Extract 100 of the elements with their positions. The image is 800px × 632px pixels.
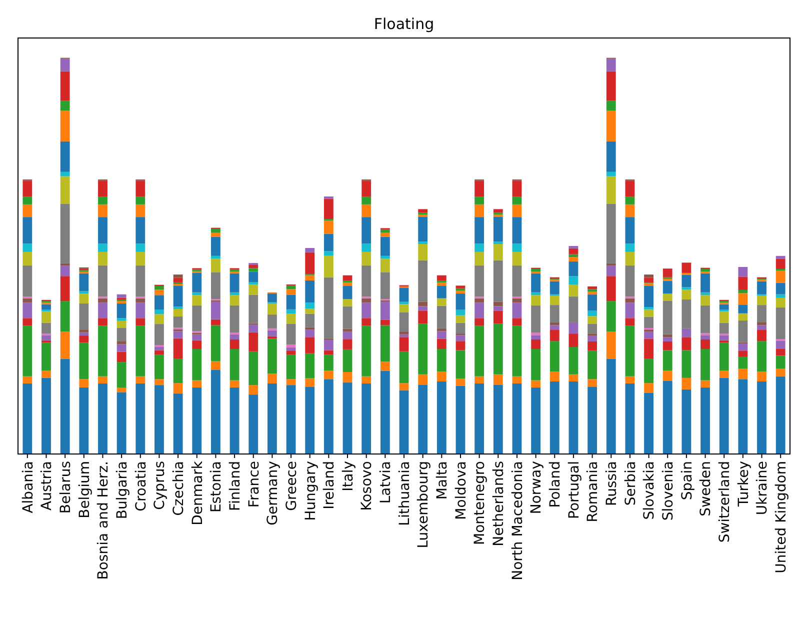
- bar: [512, 196, 522, 204]
- bar: [588, 310, 597, 316]
- bar: [136, 217, 146, 244]
- bar: [286, 354, 296, 380]
- bar: [418, 310, 428, 324]
- bar: [456, 350, 466, 379]
- bar: [60, 176, 70, 204]
- bar: [22, 244, 32, 252]
- bar: [776, 376, 786, 454]
- bar: [154, 379, 164, 386]
- bar: [493, 306, 503, 311]
- bar: [588, 350, 597, 380]
- x-tick-label: Norway: [528, 461, 545, 514]
- bar: [418, 306, 428, 311]
- bar: [286, 294, 296, 310]
- bar: [154, 350, 164, 355]
- bar: [305, 378, 315, 387]
- bar: [700, 273, 710, 292]
- x-tick-label: Moldova: [453, 461, 470, 520]
- x-tick-label: Malta: [434, 461, 451, 500]
- x-tick-label: Croatia: [133, 461, 150, 512]
- bar: [98, 376, 108, 384]
- bar: [230, 295, 240, 306]
- bar: [192, 340, 202, 350]
- bar: [362, 196, 372, 204]
- bar: [399, 383, 409, 390]
- bar: [588, 286, 597, 290]
- bar: [493, 384, 503, 454]
- bar: [625, 302, 635, 318]
- bar: [588, 292, 597, 294]
- bar: [362, 180, 372, 197]
- bar: [644, 283, 654, 286]
- bar: [380, 362, 390, 371]
- bar: [248, 324, 258, 332]
- bar: [79, 379, 89, 388]
- bar: [418, 244, 428, 260]
- bar: [267, 383, 277, 454]
- bar: [267, 314, 277, 328]
- bar: [173, 358, 183, 384]
- bar: [154, 310, 164, 314]
- bar: [380, 236, 390, 256]
- bar: [776, 356, 786, 369]
- bar: [550, 341, 560, 372]
- bar: [474, 302, 484, 318]
- bar: [230, 305, 240, 333]
- bar: [230, 340, 240, 350]
- bar: [380, 230, 390, 233]
- bar: [22, 302, 32, 318]
- bar: [22, 196, 32, 204]
- bar: [474, 376, 484, 384]
- bar: [116, 303, 126, 318]
- bar: [493, 209, 503, 213]
- bar: [776, 270, 786, 283]
- bar: [644, 358, 654, 384]
- x-tick-label: Montenegro: [472, 461, 488, 546]
- bar: [116, 362, 126, 388]
- bar: [531, 268, 541, 272]
- bar: [116, 294, 126, 298]
- bar: [60, 266, 70, 276]
- bar: [342, 286, 352, 300]
- bar: [550, 305, 560, 322]
- bar: [757, 341, 766, 372]
- bar: [588, 341, 597, 351]
- bar: [79, 273, 89, 292]
- bar: [286, 344, 296, 348]
- bar: [493, 260, 503, 302]
- bar: [568, 374, 578, 382]
- bar: [738, 320, 748, 342]
- bar: [531, 273, 541, 292]
- bar: [662, 300, 672, 334]
- bar: [682, 378, 692, 390]
- bar: [173, 393, 183, 454]
- bar: [606, 110, 616, 142]
- bar: [305, 330, 315, 338]
- bar: [230, 380, 240, 388]
- bar: [211, 228, 220, 233]
- bar: [493, 374, 503, 385]
- bar: [136, 298, 146, 303]
- bar: [644, 332, 654, 339]
- bar: [550, 381, 560, 454]
- bar: [342, 282, 352, 286]
- bar: [60, 110, 70, 142]
- bar: [456, 341, 466, 350]
- bar: [248, 272, 258, 282]
- x-tick-label: Denmark: [190, 460, 206, 526]
- bar: [248, 268, 258, 272]
- bar: [644, 383, 654, 393]
- bar: [22, 318, 32, 326]
- bar: [606, 176, 616, 204]
- bar: [738, 356, 748, 369]
- bar: [79, 342, 89, 380]
- bar: [531, 349, 541, 380]
- bar: [512, 376, 522, 384]
- bar: [625, 252, 635, 266]
- bar: [625, 265, 635, 297]
- x-tick-label: France: [246, 461, 262, 508]
- bar: [230, 387, 240, 454]
- bar: [456, 335, 466, 342]
- bar: [380, 256, 390, 259]
- bar: [98, 244, 108, 252]
